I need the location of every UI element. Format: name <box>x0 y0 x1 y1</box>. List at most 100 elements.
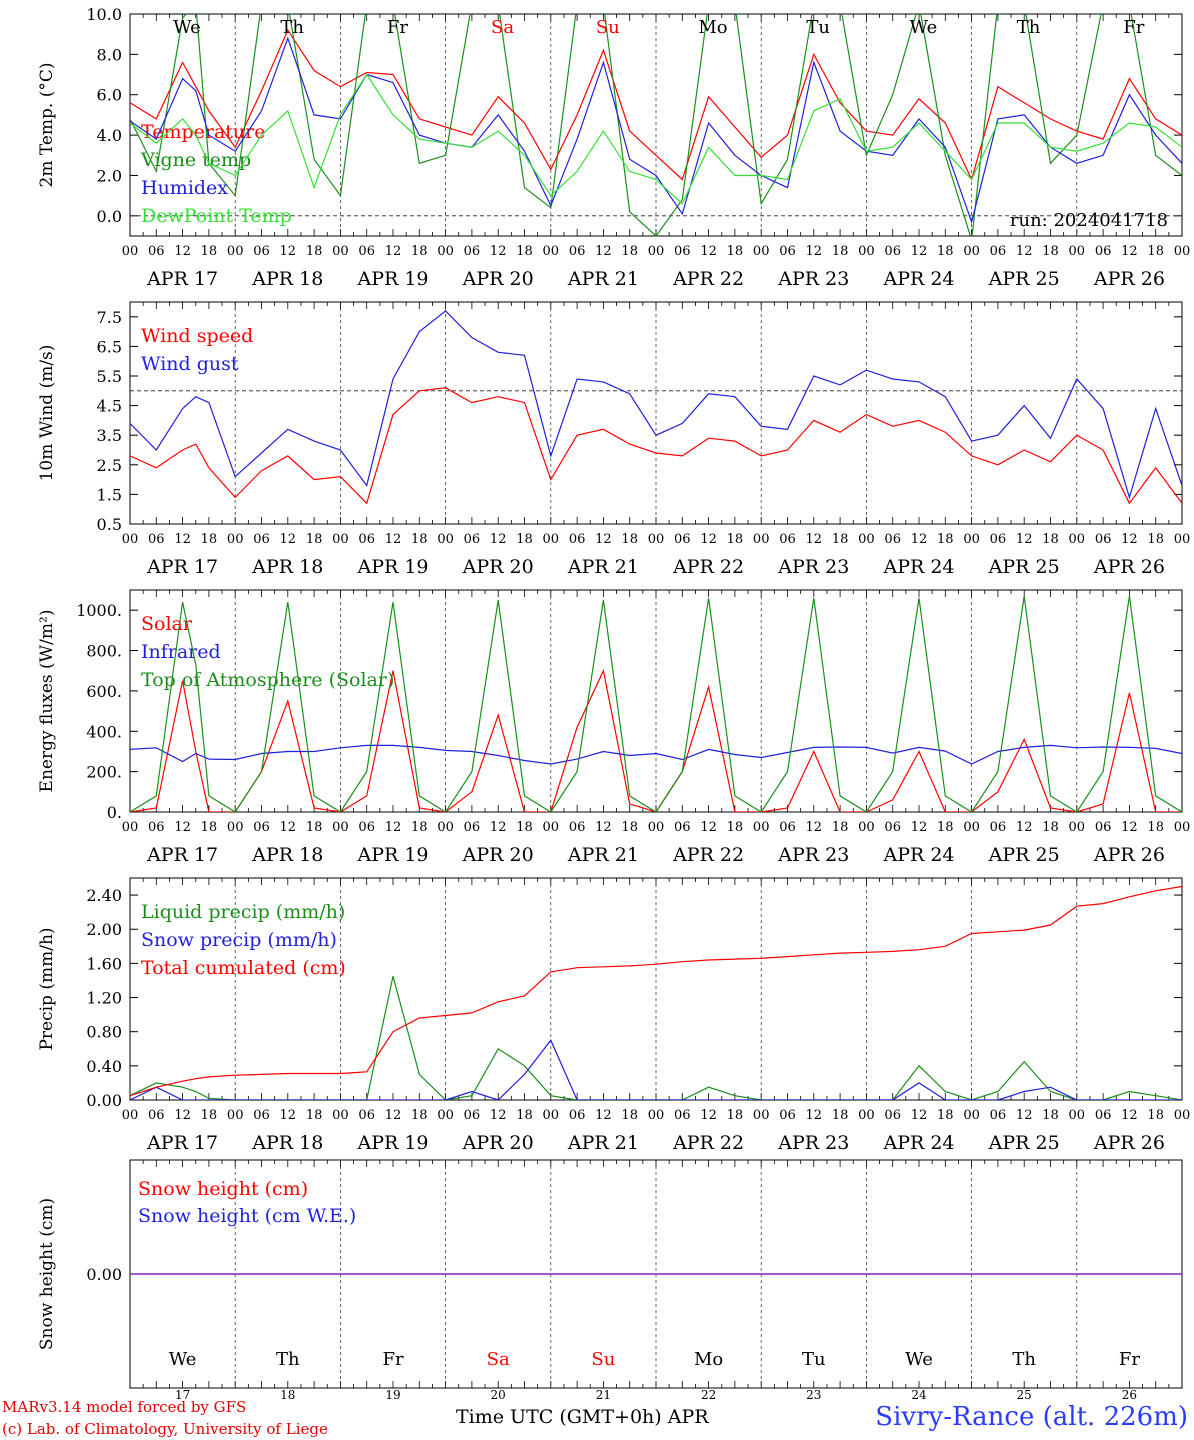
weekday-label: We <box>910 17 938 38</box>
hour-tick-label: 00 <box>227 244 244 259</box>
day-label: APR 18 <box>251 556 323 578</box>
hour-tick-label: 06 <box>253 532 270 547</box>
hour-tick-label: 18 <box>832 532 849 547</box>
day-label: APR 20 <box>462 1132 534 1154</box>
hour-tick-label: 18 <box>1147 1108 1164 1123</box>
hour-tick-label: 18 <box>201 244 218 259</box>
hour-tick-label: 00 <box>753 532 770 547</box>
hour-tick-label: 18 <box>306 1108 323 1123</box>
weekday-label: Th <box>1012 1349 1036 1370</box>
model-credit: MARv3.14 model forced by GFS <box>2 1398 247 1416</box>
hour-tick-label: 18 <box>516 532 533 547</box>
hour-tick-label: 18 <box>621 1108 638 1123</box>
hour-tick-label: 06 <box>569 1108 586 1123</box>
hour-tick-label: 18 <box>621 820 638 835</box>
y-tick-label: 0.0 <box>97 207 122 226</box>
hour-tick-label: 06 <box>884 532 901 547</box>
y-tick-label: 10.0 <box>86 5 122 24</box>
weekday-label: We <box>173 17 201 38</box>
hour-tick-label: 12 <box>1016 820 1033 835</box>
station-name: Sivry-Rance (alt. 226m) <box>875 1402 1188 1432</box>
hour-tick-label: 00 <box>1174 1108 1191 1123</box>
series-line-vigne-temp <box>130 14 1182 236</box>
day-number-label: 24 <box>911 1388 927 1402</box>
day-label: APR 23 <box>777 844 849 866</box>
hour-tick-label: 06 <box>358 532 375 547</box>
hour-tick-label: 06 <box>253 244 270 259</box>
y-tick-label: 0.80 <box>86 1023 122 1042</box>
y-tick-label: 6.5 <box>97 337 122 356</box>
hour-tick-label: 00 <box>332 244 349 259</box>
legend-entry: Snow height (cm W.E.) <box>138 1205 356 1227</box>
hour-tick-label: 06 <box>990 820 1007 835</box>
hour-tick-label: 00 <box>543 244 560 259</box>
legend-entry: Temperature <box>141 121 265 143</box>
hour-tick-label: 12 <box>385 532 402 547</box>
weekday-label: We <box>169 1349 197 1370</box>
hour-tick-label: 00 <box>332 532 349 547</box>
hour-tick-label: 06 <box>253 1108 270 1123</box>
hour-tick-label: 18 <box>727 532 744 547</box>
day-label: APR 26 <box>1093 1132 1165 1154</box>
hour-tick-label: 00 <box>753 1108 770 1123</box>
hour-tick-label: 18 <box>1042 244 1059 259</box>
run-label: run: 2024041718 <box>1010 210 1168 231</box>
day-label: APR 21 <box>567 556 639 578</box>
y-axis-label: Energy fluxes (W/m²) <box>37 610 57 793</box>
hour-tick-label: 06 <box>1095 532 1112 547</box>
weekday-label: Mo <box>698 17 727 38</box>
hour-tick-label: 12 <box>911 1108 928 1123</box>
series-line-liquid-precip-mm-h- <box>130 976 1182 1100</box>
hour-tick-label: 12 <box>1121 244 1138 259</box>
hour-tick-label: 00 <box>332 1108 349 1123</box>
hour-tick-label: 06 <box>779 532 796 547</box>
hour-tick-label: 06 <box>464 532 481 547</box>
hour-tick-label: 12 <box>280 820 297 835</box>
day-number-label: 20 <box>491 1388 506 1402</box>
hour-tick-label: 06 <box>990 532 1007 547</box>
hour-tick-label: 12 <box>806 532 823 547</box>
hour-tick-label: 18 <box>937 1108 954 1123</box>
hour-tick-label: 00 <box>543 820 560 835</box>
x-axis-month: APR <box>667 1406 709 1428</box>
day-label: APR 25 <box>988 1132 1060 1154</box>
y-tick-label: 1000. <box>76 601 122 620</box>
hour-tick-label: 00 <box>648 1108 665 1123</box>
weekday-label: Sa <box>487 1349 510 1370</box>
hour-tick-label: 06 <box>779 1108 796 1123</box>
y-tick-label: 7.5 <box>97 308 122 327</box>
hour-tick-label: 06 <box>358 1108 375 1123</box>
day-label: APR 19 <box>356 1132 428 1154</box>
day-label: APR 25 <box>988 556 1060 578</box>
day-label: APR 25 <box>988 844 1060 866</box>
hour-tick-label: 18 <box>516 244 533 259</box>
y-tick-label: 2.5 <box>97 456 122 475</box>
hour-tick-label: 06 <box>884 244 901 259</box>
series-line-total-cumulated-cm- <box>130 885 1182 1097</box>
y-tick-label: 8.0 <box>97 45 122 64</box>
hour-tick-label: 00 <box>543 532 560 547</box>
hour-tick-label: 00 <box>648 532 665 547</box>
day-label: APR 24 <box>882 268 954 290</box>
hour-tick-label: 12 <box>595 532 612 547</box>
hour-tick-label: 12 <box>490 820 507 835</box>
y-tick-label: 200. <box>86 763 122 782</box>
hour-tick-label: 00 <box>858 532 875 547</box>
y-tick-label: 0.00 <box>86 1265 122 1284</box>
hour-tick-label: 18 <box>1147 244 1164 259</box>
hour-tick-label: 00 <box>122 244 139 259</box>
hour-tick-label: 12 <box>700 532 717 547</box>
legend-entry: Top of Atmosphere (Solar) <box>141 669 394 691</box>
hour-tick-label: 12 <box>700 1108 717 1123</box>
hour-tick-label: 06 <box>464 244 481 259</box>
hour-tick-label: 00 <box>858 244 875 259</box>
day-number-label: 17 <box>175 1388 190 1402</box>
y-tick-label: 400. <box>86 722 122 741</box>
hour-tick-label: 12 <box>911 532 928 547</box>
hour-tick-label: 18 <box>727 820 744 835</box>
day-label: APR 19 <box>356 268 428 290</box>
y-tick-label: 1.60 <box>86 954 122 973</box>
day-label: APR 21 <box>567 268 639 290</box>
weekday-label: We <box>905 1349 933 1370</box>
